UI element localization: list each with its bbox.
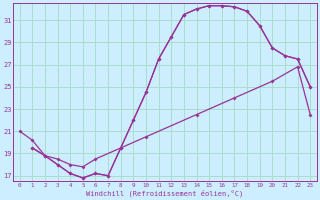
X-axis label: Windchill (Refroidissement éolien,°C): Windchill (Refroidissement éolien,°C): [86, 189, 244, 197]
